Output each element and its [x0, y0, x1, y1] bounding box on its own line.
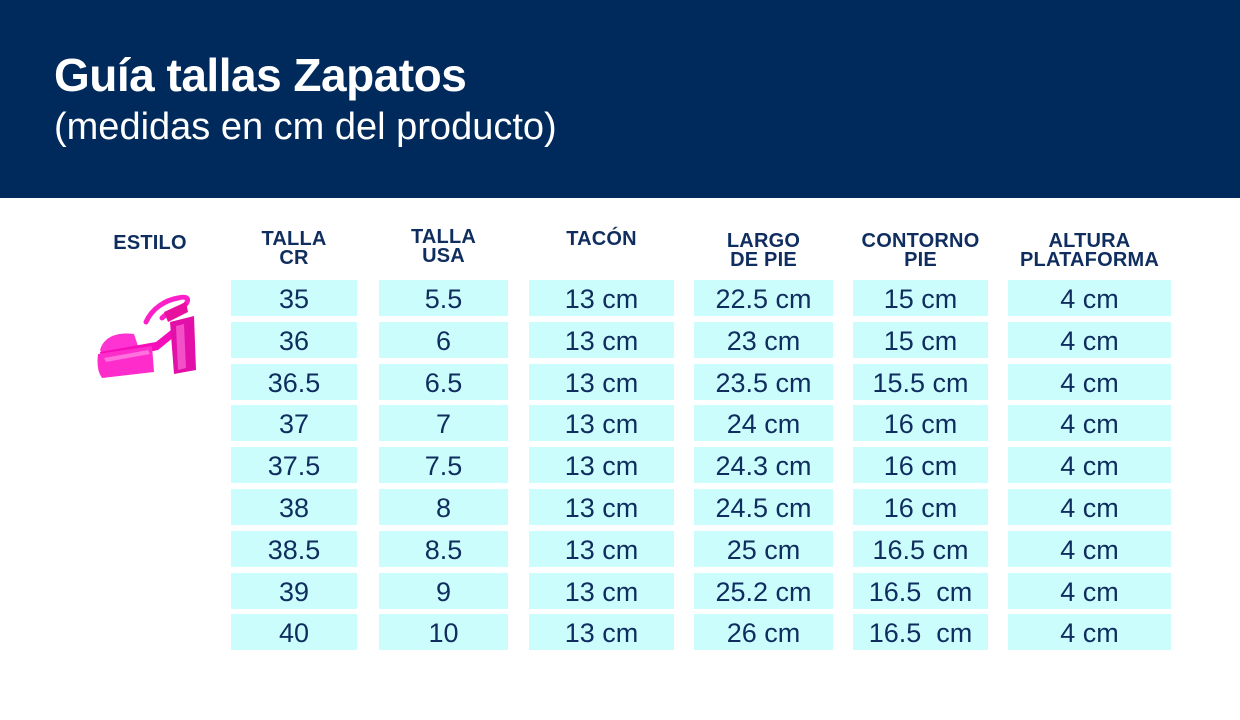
- header-banner: Guía tallas Zapatos (medidas en cm del p…: [0, 0, 1240, 198]
- header-tacon: TACÓN: [566, 228, 637, 250]
- cell-altura-plataforma: 4 cm: [1008, 322, 1171, 358]
- page-subtitle: (medidas en cm del producto): [54, 106, 557, 148]
- cell-altura-plataforma: 4 cm: [1008, 405, 1171, 441]
- cell-talla-usa: 7: [379, 405, 508, 441]
- style-column-header: ESTILO: [113, 232, 187, 254]
- cell-contorno-pie: 15.5 cm: [853, 364, 988, 400]
- cell-largo-de-pie: 24.5 cm: [694, 489, 833, 525]
- cell-talla-usa: 7.5: [379, 447, 508, 483]
- cell-talla-cr: 39: [231, 573, 357, 609]
- cell-talla-usa: 8.5: [379, 531, 508, 567]
- cell-contorno-pie: 16 cm: [853, 447, 988, 483]
- cell-tacon: 13 cm: [529, 280, 674, 316]
- cell-contorno-pie: 16.5 cm: [853, 614, 988, 650]
- cell-largo-de-pie: 26 cm: [694, 614, 833, 650]
- cell-contorno-pie: 16.5 cm: [853, 531, 988, 567]
- cell-talla-usa: 6.5: [379, 364, 508, 400]
- cell-altura-plataforma: 4 cm: [1008, 280, 1171, 316]
- header-contorno-pie: CONTORNO PIE: [861, 230, 980, 271]
- header-talla-cr: TALLA CR: [261, 228, 327, 269]
- cell-altura-plataforma: 4 cm: [1008, 447, 1171, 483]
- cell-talla-usa: 10: [379, 614, 508, 650]
- cell-tacon: 13 cm: [529, 322, 674, 358]
- cell-tacon: 13 cm: [529, 364, 674, 400]
- cell-largo-de-pie: 25.2 cm: [694, 573, 833, 609]
- cell-altura-plataforma: 4 cm: [1008, 614, 1171, 650]
- cell-largo-de-pie: 24.3 cm: [694, 447, 833, 483]
- cell-talla-usa: 8: [379, 489, 508, 525]
- cell-talla-usa: 9: [379, 573, 508, 609]
- cell-tacon: 13 cm: [529, 405, 674, 441]
- cell-talla-cr: 38: [231, 489, 357, 525]
- cell-talla-cr: 38.5: [231, 531, 357, 567]
- page-title: Guía tallas Zapatos: [54, 49, 467, 101]
- cell-contorno-pie: 16 cm: [853, 489, 988, 525]
- cell-contorno-pie: 15 cm: [853, 280, 988, 316]
- cell-talla-usa: 5.5: [379, 280, 508, 316]
- cell-largo-de-pie: 23 cm: [694, 322, 833, 358]
- cell-tacon: 13 cm: [529, 614, 674, 650]
- pink-platform-sandal-image: [97, 294, 196, 378]
- cell-tacon: 13 cm: [529, 447, 674, 483]
- cell-talla-cr: 35: [231, 280, 357, 316]
- cell-altura-plataforma: 4 cm: [1008, 531, 1171, 567]
- cell-talla-cr: 36: [231, 322, 357, 358]
- cell-tacon: 13 cm: [529, 489, 674, 525]
- cell-largo-de-pie: 25 cm: [694, 531, 833, 567]
- cell-altura-plataforma: 4 cm: [1008, 573, 1171, 609]
- cell-contorno-pie: 16.5 cm: [853, 573, 988, 609]
- cell-tacon: 13 cm: [529, 531, 674, 567]
- cell-altura-plataforma: 4 cm: [1008, 489, 1171, 525]
- cell-largo-de-pie: 22.5 cm: [694, 280, 833, 316]
- cell-talla-usa: 6: [379, 322, 508, 358]
- cell-talla-cr: 36.5: [231, 364, 357, 400]
- cell-talla-cr: 40: [231, 614, 357, 650]
- cell-largo-de-pie: 24 cm: [694, 405, 833, 441]
- header-altura-plataforma: ALTURA PLATAFORMA: [1019, 230, 1159, 271]
- header-talla-usa: TALLA USA: [410, 226, 477, 267]
- cell-altura-plataforma: 4 cm: [1008, 364, 1171, 400]
- cell-largo-de-pie: 23.5 cm: [694, 364, 833, 400]
- cell-talla-cr: 37.5: [231, 447, 357, 483]
- cell-tacon: 13 cm: [529, 573, 674, 609]
- cell-contorno-pie: 15 cm: [853, 322, 988, 358]
- header-largo-de-pie: LARGO DE PIE: [726, 230, 801, 271]
- cell-contorno-pie: 16 cm: [853, 405, 988, 441]
- cell-talla-cr: 37: [231, 405, 357, 441]
